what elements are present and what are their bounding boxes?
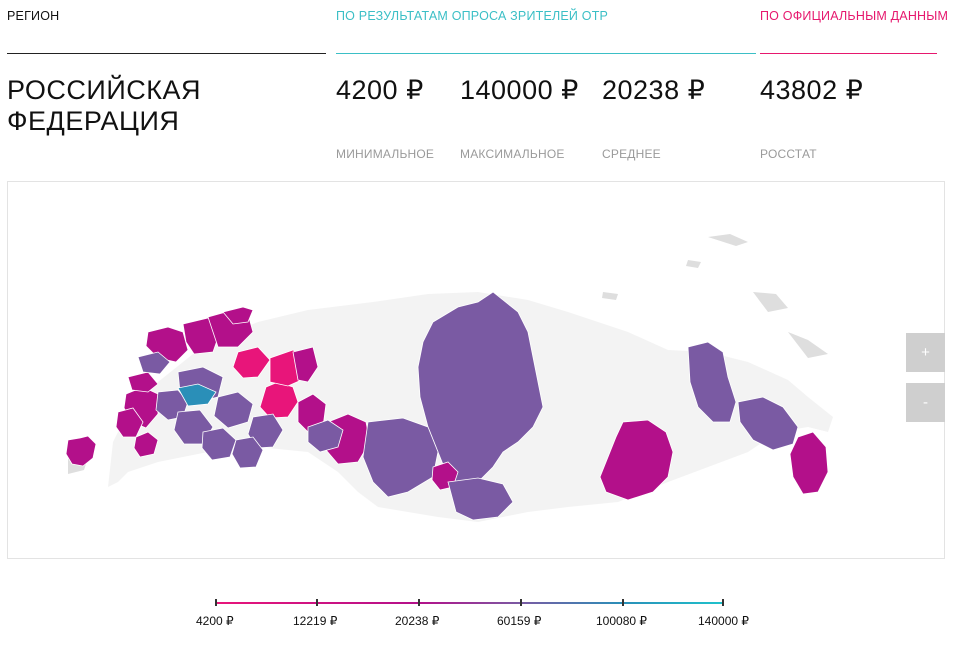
- legend-scale: [215, 599, 724, 606]
- region-column-header: РЕГИОН: [7, 9, 60, 23]
- zoom-in-button[interactable]: +: [906, 333, 945, 372]
- legend-ticks: [215, 599, 724, 606]
- stat-avg-value: 20238 ₽: [602, 75, 706, 105]
- official-column-header: ПО ОФИЦИАЛЬНЫМ ДАННЫМ: [760, 9, 949, 23]
- survey-column-header: ПО РЕЗУЛЬТАТАМ ОПРОСА ЗРИТЕЛЕЙ ОТР: [336, 9, 609, 23]
- survey-column-rule: [336, 53, 756, 54]
- legend-label-2: 20238 ₽: [395, 614, 440, 628]
- stat-max-label: МАКСИМАЛЬНОЕ: [460, 147, 565, 161]
- legend-tick-1: [316, 599, 318, 606]
- official-column-rule: [760, 53, 937, 54]
- legend-tick-3: [520, 599, 522, 606]
- legend-bar: [216, 602, 723, 604]
- russia-map-panel[interactable]: [7, 181, 945, 559]
- russia-map[interactable]: [8, 182, 944, 558]
- stat-min-value: 4200 ₽: [336, 75, 424, 105]
- region-name-line1: РОССИЙСКАЯ: [7, 75, 201, 105]
- region-column-rule: [7, 53, 326, 54]
- legend-tick-4: [622, 599, 624, 606]
- stat-rosstat-label: РОССТАТ: [760, 147, 817, 161]
- legend-label-3: 60159 ₽: [497, 614, 542, 628]
- legend-label-1: 12219 ₽: [293, 614, 338, 628]
- map-regions-east: [362, 291, 829, 521]
- legend-tick-2: [418, 599, 420, 606]
- stat-min-label: МИНИМАЛЬНОЕ: [336, 147, 435, 161]
- stat-avg-label: СРЕДНЕЕ: [602, 147, 661, 161]
- legend-label-0: 4200 ₽: [196, 614, 234, 628]
- legend-label-5: 140000 ₽: [698, 614, 750, 628]
- legend-tick-0: [215, 599, 217, 606]
- region-name: РОССИЙСКАЯ ФЕДЕРАЦИЯ: [7, 75, 201, 137]
- legend-tick-5: [722, 599, 724, 606]
- region-name-line2: ФЕДЕРАЦИЯ: [7, 106, 180, 136]
- stat-max-value: 140000 ₽: [460, 75, 579, 105]
- stat-rosstat-value: 43802 ₽: [760, 75, 864, 105]
- map-regions-west: [65, 306, 371, 469]
- legend-label-4: 100080 ₽: [596, 614, 648, 628]
- zoom-out-button[interactable]: -: [906, 383, 945, 422]
